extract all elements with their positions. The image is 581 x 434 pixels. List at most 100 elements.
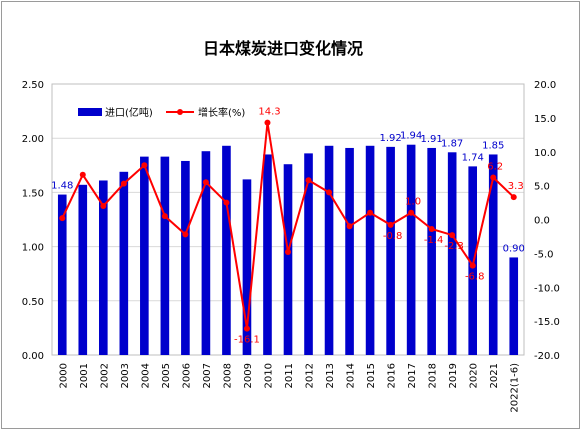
x-tick-label: 2010 (263, 363, 274, 388)
y-right-tick-label: -10.0 (534, 283, 560, 294)
x-tick-label: 2012 (305, 363, 316, 388)
line-data-label: 14.3 (258, 107, 280, 118)
x-tick-label: 2000 (58, 363, 69, 388)
x-tick-label: 2002 (99, 363, 110, 388)
y-right-tick-label: 15.0 (534, 114, 556, 125)
line-data-label: 1.0 (405, 197, 421, 208)
legend-label-import: 进口(亿吨) (105, 106, 153, 119)
growth-rate-point (182, 231, 189, 238)
y-left-tick-label: 2.00 (22, 134, 44, 145)
x-tick-label: 2019 (448, 363, 459, 388)
bar-import (78, 184, 88, 355)
y-right-tick-label: -5.0 (534, 249, 554, 260)
y-left-tick-label: 2.50 (22, 80, 44, 91)
bar-data-label: 1.87 (441, 138, 463, 149)
growth-rate-point (510, 194, 517, 201)
x-tick-label: 2018 (428, 363, 439, 388)
bar-import (242, 179, 252, 355)
growth-rate-point (100, 202, 107, 209)
x-tick-label: 2006 (181, 363, 192, 388)
x-tick-label: 2008 (222, 363, 233, 388)
bar-import (98, 180, 108, 355)
y-left-tick-label: 1.00 (22, 243, 44, 254)
bar-import (304, 153, 313, 355)
growth-rate-point (59, 215, 66, 222)
growth-rate-point (469, 262, 476, 269)
line-data-label: 3.3 (508, 181, 524, 192)
line-data-label: -2.3 (444, 241, 464, 252)
growth-rate-point (79, 171, 86, 178)
x-tick-label: 2001 (79, 363, 90, 388)
chart-title: 日本煤炭进口变化情况 (203, 39, 363, 58)
legend-marker-growth (177, 109, 183, 115)
bar-import (160, 156, 170, 355)
y-right-tick-label: 5.0 (534, 182, 550, 193)
growth-rate-point (408, 209, 415, 216)
growth-rate-point (490, 174, 497, 181)
growth-rate-point (141, 162, 148, 169)
y-right-tick-label: 10.0 (534, 148, 556, 159)
legend-label-growth: 增长率(%) (198, 106, 245, 119)
growth-rate-point (202, 179, 209, 186)
x-tick-label: 2016 (387, 363, 398, 388)
line-data-label: -0.8 (383, 231, 403, 242)
x-tick-label: 2015 (366, 363, 377, 388)
y-left-tick-label: 1.50 (22, 188, 44, 199)
y-left-tick-label: 0.00 (22, 351, 44, 362)
growth-rate-point (449, 232, 456, 239)
x-tick-label: 2004 (140, 363, 151, 388)
line-data-label: -16.1 (234, 335, 260, 346)
bar-import (324, 145, 334, 355)
line-data-label: 6.2 (487, 161, 503, 172)
x-tick-label: 2003 (120, 363, 131, 388)
x-tick-label: 2017 (407, 363, 418, 388)
growth-rate-point (120, 180, 127, 187)
bar-data-label: 1.92 (379, 133, 401, 144)
x-tick-label: 2014 (346, 363, 357, 388)
bar-import (140, 156, 149, 355)
growth-rate-point (387, 221, 394, 228)
bar-import (181, 160, 190, 355)
x-tick-label: 2005 (161, 363, 172, 388)
x-tick-label: 2020 (469, 363, 480, 388)
growth-rate-point (305, 177, 312, 184)
x-tick-label: 2007 (202, 363, 213, 388)
growth-rate-point (346, 223, 353, 230)
bar-import (57, 194, 67, 355)
bar-data-label: 1.91 (421, 134, 443, 145)
bar-data-label: 0.90 (503, 243, 525, 254)
bar-data-label: 1.85 (482, 140, 504, 151)
bar-import (406, 144, 416, 355)
bar-data-label: 1.48 (51, 181, 73, 192)
growth-rate-point (161, 213, 168, 220)
bar-import (509, 257, 519, 355)
y-right-tick-label: -20.0 (534, 351, 560, 362)
y-right-tick-label: 20.0 (534, 80, 556, 91)
growth-rate-point (326, 189, 333, 196)
growth-rate-point (367, 209, 374, 216)
bar-import (222, 145, 231, 355)
bar-import (263, 154, 272, 355)
x-tick-label: 2011 (284, 363, 295, 388)
y-left-tick-label: 0.50 (22, 297, 44, 308)
growth-rate-point (223, 199, 230, 206)
growth-rate-point (243, 325, 250, 332)
bar-import (201, 151, 211, 355)
x-tick-label: 2013 (325, 363, 336, 388)
bar-import (283, 164, 293, 355)
growth-rate-point (428, 225, 435, 232)
bar-import (447, 152, 457, 355)
line-data-label: -6.8 (465, 272, 485, 283)
line-data-label: -1.4 (424, 235, 444, 246)
y-right-tick-label: -15.0 (534, 317, 560, 328)
bar-data-label: 1.94 (400, 131, 422, 142)
growth-rate-point (285, 249, 291, 256)
bar-import (488, 154, 498, 355)
x-tick-label: 2022(1-6) (510, 363, 521, 413)
y-right-tick-label: 0.0 (534, 216, 550, 227)
bar-import (386, 146, 395, 355)
legend-swatch-import (78, 108, 102, 116)
x-tick-label: 2009 (243, 363, 254, 388)
bar-import (365, 145, 375, 355)
